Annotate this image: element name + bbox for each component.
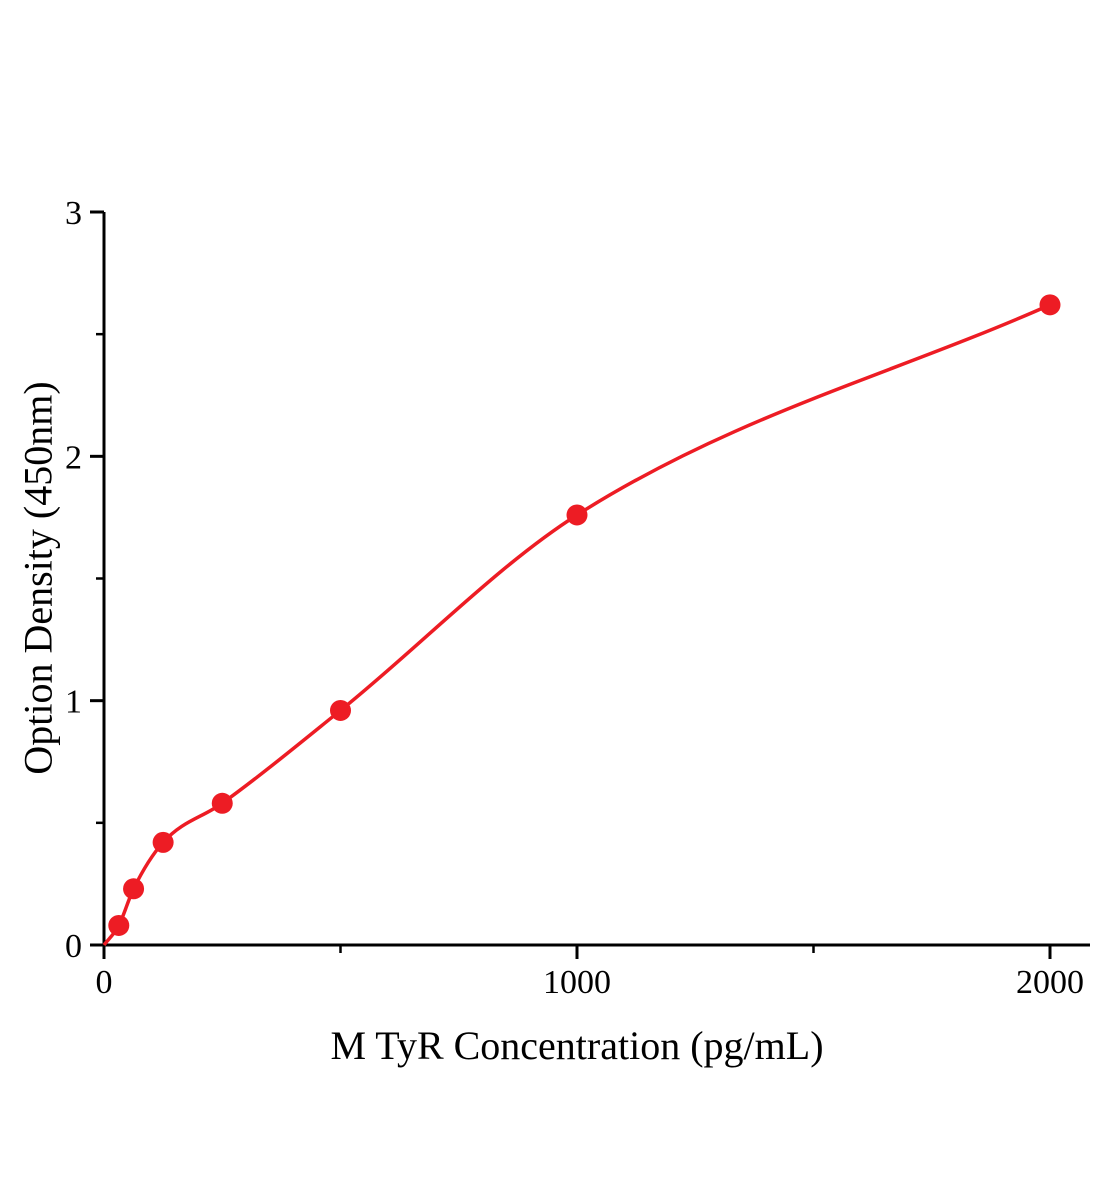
y-tick-label: 3 <box>65 195 82 232</box>
data-point <box>330 699 351 721</box>
y-axis-title: Option Density (450nm) <box>15 381 61 775</box>
data-point <box>123 878 145 900</box>
data-point <box>566 504 588 526</box>
x-tick-label: 2000 <box>1016 964 1084 1001</box>
y-tick-label: 1 <box>65 684 82 721</box>
y-tick-label: 2 <box>65 439 82 476</box>
y-tick-label: 0 <box>65 928 82 965</box>
x-axis-title: M TyR Concentration (pg/mL) <box>330 1023 824 1068</box>
x-tick-label: 0 <box>96 964 113 1001</box>
data-point <box>1039 294 1061 316</box>
data-point <box>108 914 130 936</box>
data-point <box>152 831 174 853</box>
data-point <box>211 792 233 814</box>
x-tick-label: 1000 <box>543 964 611 1001</box>
fit-curve <box>102 303 1051 947</box>
